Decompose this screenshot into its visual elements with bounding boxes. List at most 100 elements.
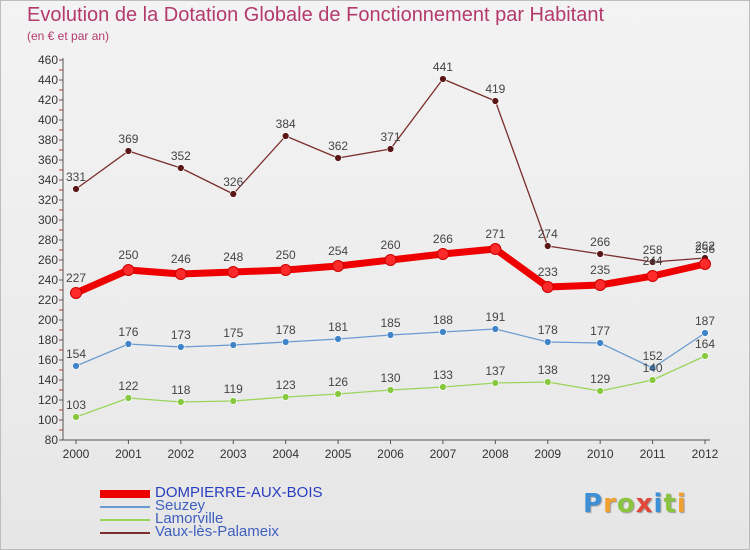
- data-point: [491, 97, 500, 105]
- legend-label: DOMPIERRE-AUX-BOIS: [155, 484, 323, 501]
- chart-axes: 80 100 120 140 160 180 200 220 240 260 280 300 320 34…: [38, 53, 719, 461]
- y-tick-label: 140: [38, 373, 58, 387]
- x-tick-label: 2005: [325, 447, 352, 461]
- data-label: 246: [171, 252, 191, 266]
- data-point: [699, 258, 711, 270]
- x-tick-label: 2000: [63, 447, 90, 461]
- data-label: 369: [118, 132, 138, 146]
- data-label: 152: [643, 349, 663, 363]
- data-label: 266: [590, 235, 610, 249]
- y-tick-label: 300: [38, 213, 58, 227]
- y-tick-label: 340: [38, 173, 58, 187]
- data-point: [177, 164, 185, 172]
- y-tick-label: 460: [38, 53, 58, 67]
- data-point: [334, 390, 342, 398]
- data-label: 118: [171, 383, 190, 397]
- data-point: [701, 352, 709, 360]
- data-point: [596, 250, 604, 258]
- data-label: 352: [171, 149, 191, 163]
- x-tick-label: 2008: [482, 447, 509, 461]
- series-dompierre-aux-bois: [70, 243, 711, 299]
- y-tick-label: 380: [38, 133, 58, 147]
- data-point: [124, 147, 133, 155]
- series-layer: [70, 75, 711, 421]
- chart-title: Evolution de la Dotation Globale de Fonc…: [27, 4, 605, 26]
- y-tick-label: 160: [38, 353, 58, 367]
- data-labels: 154 176 173 175 178 181 185 188 191 178 177 152 187 1…: [66, 60, 715, 412]
- data-point: [386, 145, 395, 153]
- data-label: 266: [433, 232, 453, 246]
- data-label: 119: [224, 382, 243, 396]
- y-tick-label: 440: [38, 73, 58, 87]
- data-point: [386, 331, 395, 339]
- data-point: [124, 340, 133, 348]
- data-point: [544, 378, 552, 386]
- data-point: [279, 264, 292, 276]
- data-label: 250: [276, 248, 296, 262]
- data-point: [72, 413, 80, 421]
- series-lamorville: [72, 352, 709, 421]
- y-tick-label: 320: [38, 193, 58, 207]
- data-point: [177, 343, 185, 351]
- data-label: 235: [590, 263, 610, 277]
- data-point: [439, 383, 447, 391]
- x-tick-label: 2011: [640, 447, 666, 461]
- data-point: [491, 379, 500, 387]
- data-label: 176: [118, 325, 138, 339]
- series-line: [75, 78, 706, 263]
- logo-letter: i: [653, 489, 664, 519]
- data-point: [72, 185, 80, 193]
- data-point: [332, 260, 345, 272]
- legend-item: Seuzey: [100, 497, 420, 515]
- x-tick-label: 2010: [587, 447, 614, 461]
- data-point: [648, 258, 657, 266]
- data-point: [122, 264, 135, 276]
- data-label: 123: [276, 378, 296, 392]
- data-point: [596, 339, 604, 347]
- data-label: 244: [643, 254, 663, 268]
- y-tick-label: 120: [38, 393, 58, 407]
- legend-label: Vaux-lès-Palameix: [155, 523, 279, 540]
- data-point: [544, 338, 552, 346]
- series-vaux-l-s-palameix: [72, 75, 709, 266]
- data-label: 271: [485, 227, 505, 241]
- y-tick-label: 80: [45, 433, 59, 447]
- x-tick-label: 2009: [534, 447, 561, 461]
- data-point: [174, 268, 187, 280]
- data-label: 181: [328, 320, 348, 334]
- x-tick-label: 2007: [430, 447, 457, 461]
- legend-label: Lamorville: [155, 510, 224, 527]
- data-label: 187: [695, 314, 715, 328]
- data-label: 331: [66, 170, 86, 184]
- y-tick-label: 260: [38, 253, 58, 267]
- data-label: 173: [171, 328, 191, 342]
- legend-item: DOMPIERRE-AUX-BOIS: [100, 484, 420, 502]
- data-label: 103: [66, 398, 86, 412]
- data-label: 191: [485, 310, 505, 324]
- data-label: 248: [223, 250, 243, 264]
- data-label: 371: [380, 130, 400, 144]
- data-label: 188: [433, 313, 453, 327]
- data-label: 137: [485, 364, 505, 378]
- data-label: 419: [485, 82, 505, 96]
- data-point: [229, 190, 237, 198]
- data-label: 130: [380, 371, 400, 385]
- data-point: [281, 393, 290, 401]
- data-point: [701, 329, 709, 337]
- data-point: [72, 362, 80, 370]
- data-label: 164: [695, 337, 715, 351]
- legend-swatch: [100, 519, 150, 521]
- data-label: 274: [538, 227, 558, 241]
- logo-letter: x: [635, 489, 654, 519]
- data-label: 129: [590, 372, 610, 386]
- data-point: [489, 243, 502, 255]
- data-label: 227: [66, 271, 86, 285]
- data-point: [439, 75, 447, 83]
- data-point: [384, 254, 397, 266]
- data-point: [334, 335, 342, 343]
- data-point: [229, 397, 237, 405]
- data-point: [646, 270, 659, 282]
- data-point: [596, 387, 604, 395]
- x-tick-label: 2004: [272, 447, 299, 461]
